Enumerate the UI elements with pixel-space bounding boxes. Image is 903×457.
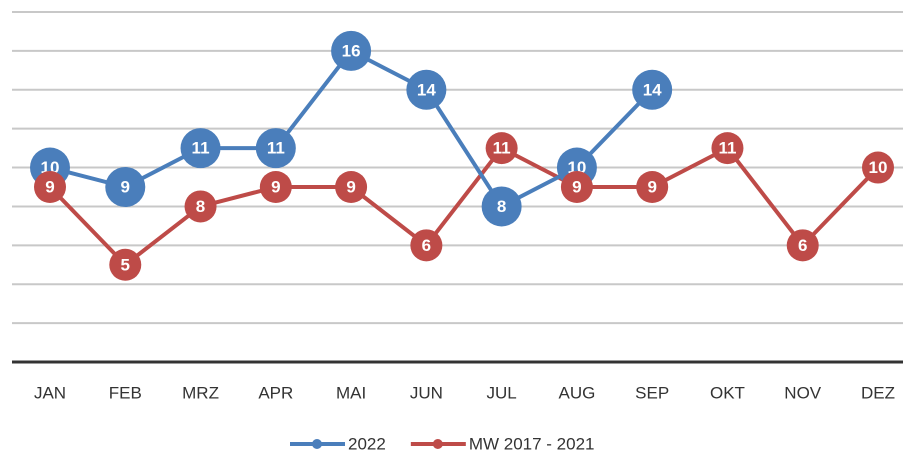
point — [410, 229, 443, 262]
legend-marker — [432, 439, 443, 449]
x-tick-label: MAI — [336, 383, 366, 402]
point — [180, 128, 221, 169]
data-label: 9 — [647, 177, 656, 196]
x-tick-label: JAN — [34, 383, 66, 402]
data-label: 14 — [417, 80, 436, 99]
data-label: 8 — [196, 197, 205, 216]
point — [481, 186, 522, 227]
x-tick-label: APR — [258, 383, 293, 402]
legend-label: 2022 — [348, 434, 386, 453]
x-tick-label: OKT — [710, 383, 745, 402]
point — [485, 132, 518, 165]
point — [109, 248, 142, 281]
point — [632, 69, 673, 110]
x-tick-label: MRZ — [182, 383, 219, 402]
legend-marker — [312, 439, 322, 449]
legend-label: MW 2017 - 2021 — [469, 434, 595, 453]
data-label: 11 — [267, 139, 285, 158]
data-label: 9 — [45, 177, 54, 196]
x-tick-label: DEZ — [861, 383, 895, 402]
data-label: 9 — [572, 177, 581, 196]
point — [259, 171, 292, 203]
data-label: 6 — [422, 236, 431, 255]
data-label: 9 — [271, 177, 280, 196]
point — [255, 128, 296, 169]
data-label: 11 — [192, 139, 210, 158]
x-tick-label: JUN — [410, 383, 443, 402]
data-label: 16 — [342, 41, 361, 60]
point — [331, 30, 372, 71]
x-tick-label: AUG — [558, 383, 595, 402]
data-label: 6 — [798, 236, 807, 255]
point — [406, 69, 447, 110]
point — [711, 132, 744, 165]
point — [184, 190, 217, 223]
x-tick-label: FEB — [109, 383, 142, 402]
data-label: 10 — [869, 158, 888, 177]
x-tick-label: SEP — [635, 383, 669, 402]
point — [786, 229, 819, 262]
x-tick-label: NOV — [784, 383, 822, 402]
point — [105, 167, 146, 207]
data-label: 14 — [643, 80, 662, 99]
data-label: 9 — [346, 177, 355, 196]
data-label: 11 — [718, 139, 736, 158]
data-label: 8 — [497, 197, 506, 216]
point — [335, 171, 368, 203]
point — [636, 171, 669, 203]
point — [560, 171, 593, 203]
data-label: 9 — [121, 177, 130, 196]
x-tick-label: JUL — [487, 383, 517, 402]
point — [34, 171, 66, 203]
data-label: 11 — [493, 139, 511, 158]
data-label: 5 — [121, 255, 130, 274]
point — [862, 151, 894, 184]
